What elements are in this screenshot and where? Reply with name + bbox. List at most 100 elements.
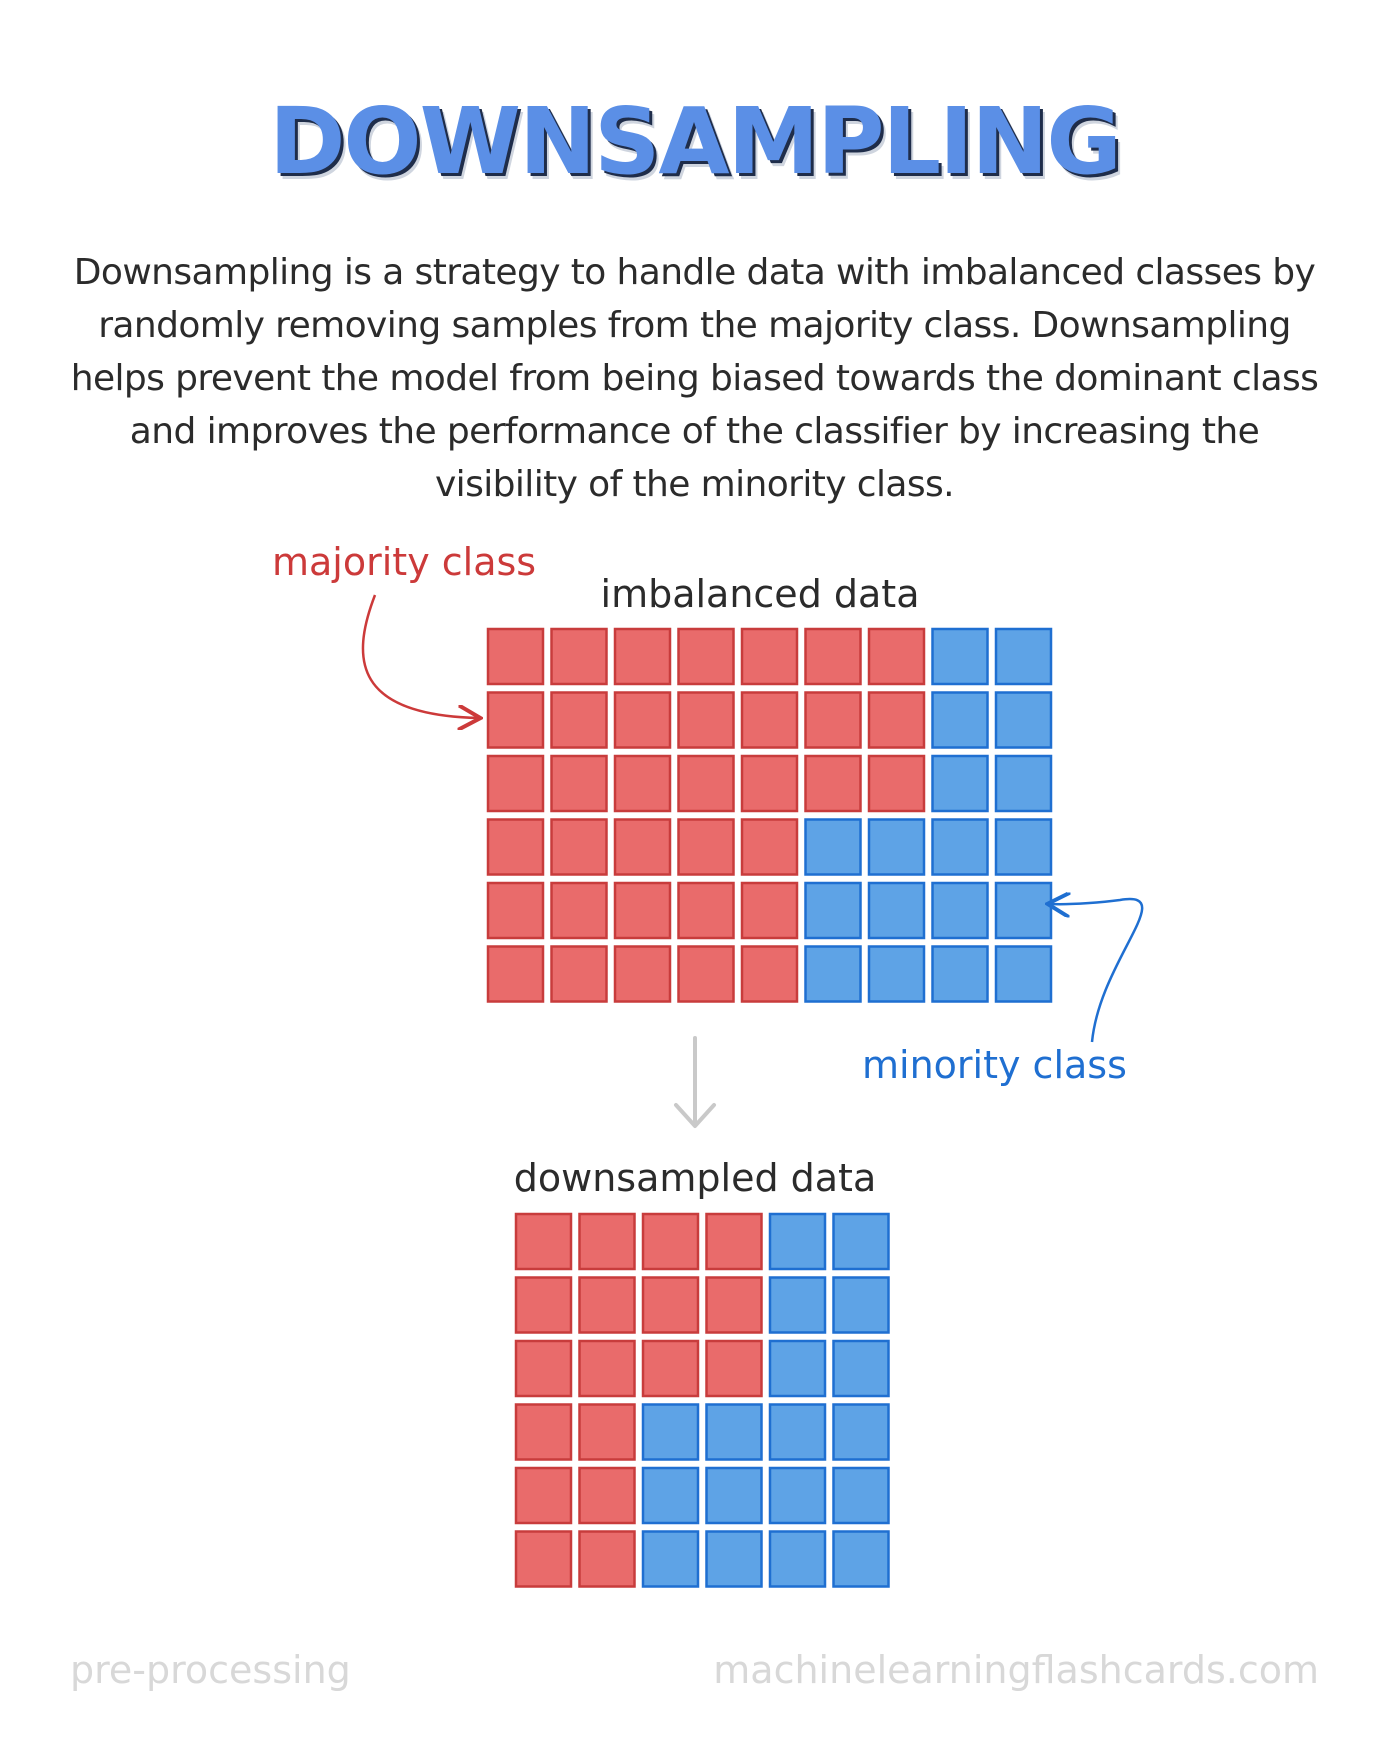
footer-site: machinelearningflashcards.com [713,1648,1319,1692]
downsampled-data-label: downsampled data [513,1156,877,1200]
majority-cell [613,945,672,1003]
imbalanced-data-grid [486,627,1053,1003]
majority-cell [486,818,545,876]
majority-cell [613,691,672,749]
majority-cell [514,1530,573,1588]
downsample-arrow [674,1036,716,1128]
minority-cell [994,818,1053,876]
downsampled-data-grid [514,1212,890,1588]
minority-cell [931,818,989,876]
majority-cell [514,1466,573,1525]
majority-cell [514,1212,573,1271]
majority-cell [613,627,672,686]
majority-cell [740,691,799,749]
minority-cell [994,691,1053,749]
majority-cell [514,1339,573,1398]
majority-cell [641,1276,700,1334]
majority-cell [550,881,608,940]
majority-cell [486,881,545,940]
majority-cell [804,754,862,813]
majority-cell [578,1530,636,1588]
minority-cell [641,1530,700,1588]
minority-cell [804,818,862,876]
minority-cell [804,881,862,940]
majority-cell [514,1276,573,1334]
majority-cell [867,627,926,686]
minority-cell [931,754,989,813]
minority-cell [994,881,1053,940]
minority-cell [832,1276,890,1334]
majority-cell [677,881,735,940]
minority-cell [994,627,1053,686]
minority-cell [832,1530,890,1588]
majority-cell [677,627,735,686]
minority-cell [994,945,1053,1003]
minority-cell [768,1339,827,1398]
majority-cell [677,945,735,1003]
majority-cell [677,691,735,749]
majority-cell [550,818,608,876]
majority-cell [867,754,926,813]
minority-cell [804,945,862,1003]
minority-cell [768,1276,827,1334]
majority-class-label: majority class [272,540,537,584]
minority-cell [832,1339,890,1398]
majority-cell [613,818,672,876]
minority-pointer-arrow [1050,899,1144,1043]
majority-cell [550,754,608,813]
minority-cell [768,1530,827,1588]
minority-cell [931,881,989,940]
minority-cell [705,1466,763,1525]
majority-cell [740,881,799,940]
footer-category: pre-processing [70,1648,351,1692]
majority-cell [486,754,545,813]
majority-pointer-arrow [361,594,478,718]
majority-cell [867,691,926,749]
majority-cell [486,691,545,749]
majority-cell [740,818,799,876]
minority-cell [768,1212,827,1271]
majority-cell [486,627,545,686]
minority-cell [994,754,1053,813]
majority-cell [677,754,735,813]
majority-cell [804,691,862,749]
minority-cell [931,691,989,749]
majority-cell [486,945,545,1003]
majority-cell [514,1403,573,1461]
majority-cell [578,1276,636,1334]
description-text: Downsampling is a strategy to handle dat… [70,252,1319,505]
majority-cell [705,1276,763,1334]
majority-cell [550,627,608,686]
minority-cell [867,818,926,876]
minority-cell [832,1212,890,1271]
minority-cell [832,1403,890,1461]
imbalanced-data-label: imbalanced data [600,572,920,616]
minority-cell [641,1403,700,1461]
minority-cell [867,945,926,1003]
majority-cell [613,754,672,813]
majority-cell [578,1212,636,1271]
minority-class-label: minority class [862,1043,1127,1087]
majority-cell [740,754,799,813]
minority-cell [705,1403,763,1461]
majority-cell [740,945,799,1003]
majority-cell [578,1466,636,1525]
majority-cell [550,691,608,749]
majority-cell [705,1339,763,1398]
majority-cell [613,881,672,940]
majority-cell [740,627,799,686]
majority-cell [578,1339,636,1398]
majority-cell [641,1339,700,1398]
page-title: DOWNSAMPLING [269,88,1122,195]
minority-cell [705,1530,763,1588]
majority-cell [641,1212,700,1271]
majority-cell [578,1403,636,1461]
majority-cell [550,945,608,1003]
minority-cell [931,627,989,686]
majority-cell [677,818,735,876]
majority-cell [705,1212,763,1271]
minority-cell [867,881,926,940]
minority-cell [768,1466,827,1525]
minority-cell [641,1466,700,1525]
